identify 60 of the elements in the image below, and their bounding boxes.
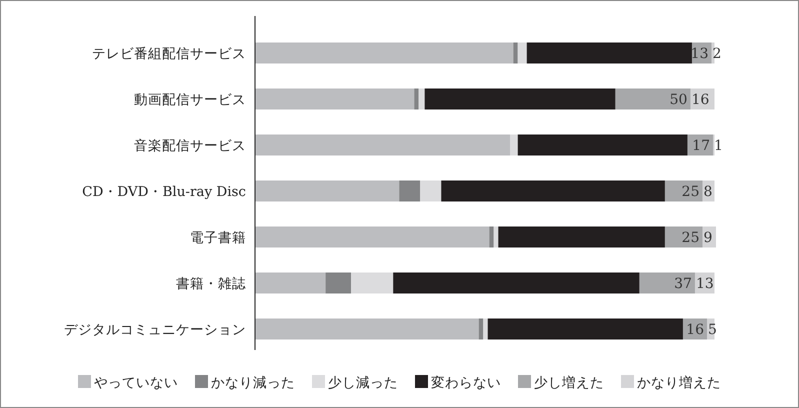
- bar: [255, 134, 510, 156]
- legend-label: 少し減った: [328, 375, 398, 391]
- legend-label: やっていない: [94, 375, 178, 391]
- data-label: 25: [682, 184, 700, 200]
- bar: [255, 226, 490, 248]
- bar: [441, 180, 665, 202]
- bar: [639, 272, 695, 294]
- data-label: 50: [670, 92, 688, 108]
- bar: [615, 88, 690, 110]
- legend-label: かなり減った: [211, 375, 295, 391]
- bar: [420, 180, 442, 202]
- bar: [664, 180, 702, 202]
- y-tick-label: 動画配信サービス: [134, 92, 246, 108]
- legend-label: 変わらない: [431, 375, 501, 391]
- bar: [414, 88, 419, 110]
- bar: [255, 42, 514, 64]
- bar: [664, 226, 702, 248]
- bar: [393, 272, 640, 294]
- data-label: 2: [712, 46, 722, 62]
- y-tick-label: デジタルコミュニケーション: [64, 322, 246, 338]
- bar: [498, 226, 665, 248]
- bar: [351, 272, 394, 294]
- bar: [424, 88, 616, 110]
- data-label: 13: [696, 276, 714, 292]
- y-tick-label: CD・DVD・Blu-ray Disc: [82, 184, 246, 200]
- data-label: 17: [692, 138, 710, 154]
- bar: [489, 226, 494, 248]
- data-label: 25: [682, 230, 700, 246]
- bar: [513, 42, 518, 64]
- data-label: 5: [708, 322, 717, 338]
- bar: [518, 42, 527, 64]
- bar: [483, 318, 488, 340]
- data-label: 16: [686, 322, 704, 338]
- bar: [255, 88, 414, 110]
- bar: [687, 134, 713, 156]
- y-tick-label: テレビ番組配信サービス: [92, 46, 246, 62]
- legend-label: かなり増えた: [637, 374, 721, 391]
- bar: [255, 272, 326, 294]
- bar: [399, 180, 420, 202]
- data-label: 8: [703, 184, 712, 200]
- bar: [526, 42, 692, 64]
- bar: [255, 318, 479, 340]
- bar: [326, 272, 352, 294]
- bar: [478, 318, 484, 340]
- bar: [418, 88, 425, 110]
- bar: [518, 134, 688, 156]
- y-tick-label: 書籍・雑誌: [176, 276, 246, 292]
- bar: [510, 134, 518, 156]
- data-label: 1: [714, 138, 723, 154]
- data-label: 37: [674, 276, 692, 292]
- y-tick-label: 音楽配信サービス: [134, 138, 246, 154]
- legend-label: 少し増えた: [534, 374, 604, 391]
- bar: [711, 42, 714, 64]
- bar: [488, 318, 683, 340]
- bar: [494, 226, 498, 248]
- data-label: 9: [703, 230, 712, 246]
- y-tick-label: 電子書籍: [190, 230, 246, 246]
- bar: [255, 180, 400, 202]
- data-label: 16: [691, 92, 710, 108]
- data-label: 13: [690, 46, 708, 62]
